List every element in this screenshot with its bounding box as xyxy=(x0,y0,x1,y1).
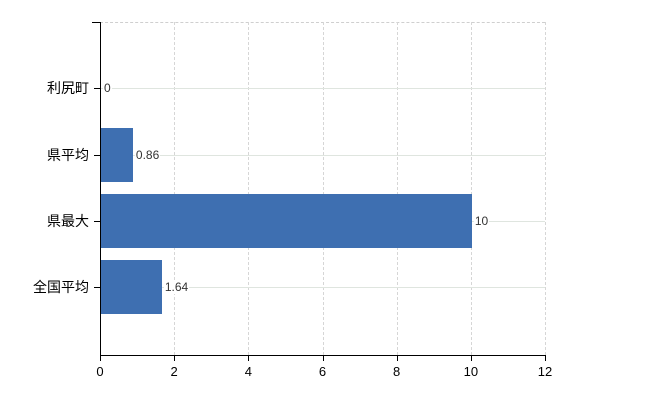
x-tick xyxy=(545,355,546,361)
category-label: 全国平均 xyxy=(33,279,89,295)
x-tick-label: 2 xyxy=(170,364,178,379)
vertical-gridline xyxy=(322,22,324,355)
value-label: 10 xyxy=(473,214,490,228)
bar xyxy=(101,260,162,314)
x-tick xyxy=(470,355,472,361)
bar xyxy=(101,194,472,248)
bar xyxy=(101,128,133,182)
vertical-gridline xyxy=(248,22,250,355)
horizontal-gridline xyxy=(100,287,545,288)
y-tick xyxy=(94,88,100,89)
category-label: 県平均 xyxy=(47,147,89,163)
x-tick-label: 10 xyxy=(463,364,479,379)
y-tick xyxy=(94,155,100,156)
x-tick xyxy=(174,355,176,361)
category-label: 県最大 xyxy=(47,213,89,229)
value-label: 1.64 xyxy=(163,280,190,294)
x-tick-label: 0 xyxy=(96,364,104,379)
x-tick-label: 12 xyxy=(537,364,553,379)
x-tick xyxy=(396,355,398,361)
value-label: 0 xyxy=(103,81,112,95)
category-label: 利尻町 xyxy=(47,80,89,96)
x-tick-label: 8 xyxy=(393,364,401,379)
x-tick xyxy=(322,355,324,361)
x-tick-label: 4 xyxy=(244,364,252,379)
x-tick xyxy=(100,355,101,361)
y-tick xyxy=(94,287,100,288)
x-tick-label: 6 xyxy=(318,364,327,379)
horizontal-gridline xyxy=(100,88,545,89)
y-tick xyxy=(94,221,100,222)
horizontal-gridline xyxy=(100,155,545,156)
value-label: 0.86 xyxy=(134,148,161,162)
vertical-gridline xyxy=(545,22,546,355)
vertical-gridline xyxy=(174,22,176,355)
x-tick xyxy=(248,355,250,361)
y-axis-end-tick xyxy=(92,22,100,23)
vertical-gridline xyxy=(470,22,472,355)
vertical-gridline xyxy=(396,22,398,355)
y-axis xyxy=(100,22,101,355)
